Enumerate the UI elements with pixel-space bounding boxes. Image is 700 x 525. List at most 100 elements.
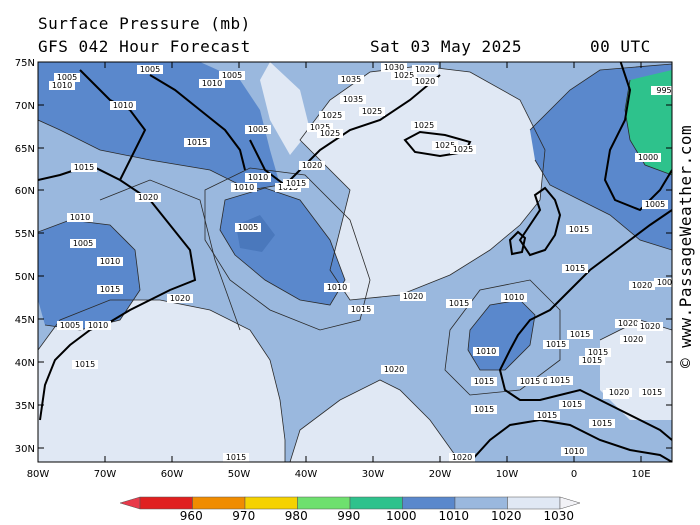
legend-tick-980: 980	[285, 509, 308, 523]
contour-label: 1035	[340, 95, 366, 104]
contour-label: 1015	[543, 340, 569, 349]
svg-text:1020: 1020	[609, 388, 629, 397]
svg-text:1015: 1015	[537, 411, 557, 420]
svg-text:1015: 1015	[550, 376, 570, 385]
contour-label: 1015	[223, 453, 249, 462]
contour-label: 1025	[411, 121, 437, 130]
legend-arrow-high	[559, 496, 581, 510]
lon-label-40W: 40W	[295, 469, 318, 480]
contour-label: 1010	[501, 293, 527, 302]
svg-text:1020: 1020	[623, 335, 643, 344]
lon-label-0: 0	[571, 469, 577, 480]
contour-label: 1010	[473, 347, 499, 356]
svg-text:1015: 1015	[592, 419, 612, 428]
contour-label: 1015	[517, 377, 543, 386]
field-low-1010-baffin	[38, 62, 280, 190]
contour-label: 1005	[245, 125, 271, 134]
contour-label: 1015	[471, 405, 497, 414]
forecast-hour: GFS 042 Hour Forecast	[38, 37, 251, 56]
contour-label: 1005	[70, 239, 96, 248]
svg-text:1025: 1025	[362, 107, 382, 116]
contour-label: 1015	[559, 400, 585, 409]
lat-label-60N: 60N	[15, 186, 35, 197]
contour-label: 1025	[319, 111, 345, 120]
lon-label-80W: 80W	[27, 469, 50, 480]
svg-text:1020: 1020	[138, 193, 158, 202]
svg-text:1005: 1005	[57, 73, 77, 82]
contour-label: 1015	[348, 305, 374, 314]
contour-label: 1015	[471, 377, 497, 386]
contour-label: 1025	[317, 129, 343, 138]
legend-tick-1000: 1000	[386, 509, 417, 523]
svg-text:1005: 1005	[73, 239, 93, 248]
contour-labels: 1005100510101005101010101005101510151025…	[49, 63, 672, 462]
contour-label: 1020	[135, 193, 161, 202]
svg-text:1010: 1010	[564, 447, 584, 456]
contour-label: 1025	[307, 123, 333, 132]
lon-label-60W: 60W	[161, 469, 184, 480]
contour-label: 1015	[547, 376, 573, 385]
svg-text:1015: 1015	[449, 299, 469, 308]
svg-text:1020: 1020	[403, 292, 423, 301]
contour-label: 1020	[620, 335, 646, 344]
valid-time: 00 UTC	[590, 37, 651, 56]
field-low-1000-scandinavia	[625, 70, 672, 175]
contour-label: 1015	[283, 179, 309, 188]
svg-text:1015: 1015	[562, 400, 582, 409]
legend-swatch	[507, 496, 561, 510]
contour-label: 1020	[449, 453, 475, 462]
svg-text:1025: 1025	[310, 123, 330, 132]
svg-text:1010: 1010	[234, 183, 254, 192]
map-title: Surface Pressure (mb)	[38, 14, 251, 33]
contour-label: 1020	[637, 322, 663, 331]
field-low-1010-atlantic	[220, 188, 345, 305]
contour-label: 1030	[381, 63, 407, 72]
legend-swatch	[297, 496, 351, 510]
coast-baffin	[149, 74, 246, 171]
isobars	[38, 63, 672, 462]
contour-label: 1020	[167, 294, 193, 303]
lon-label-50W: 50W	[228, 469, 251, 480]
svg-text:1010: 1010	[52, 81, 72, 90]
contour-label: 1015	[639, 388, 665, 397]
svg-text:1015: 1015	[187, 138, 207, 147]
contour-label: 1005	[654, 278, 672, 287]
contour-label: 1020	[615, 319, 641, 328]
svg-text:1015: 1015	[74, 163, 94, 172]
contour-label: 1025	[359, 107, 385, 116]
legend-swatch	[244, 496, 298, 510]
svg-text:1010: 1010	[327, 283, 347, 292]
contour-label: 1005	[219, 71, 245, 80]
legend-swatch	[139, 496, 193, 510]
lat-label-35N: 35N	[15, 401, 35, 412]
legend-tick-990: 990	[337, 509, 360, 523]
lon-label-10E: 10E	[631, 469, 650, 480]
legend-swatch	[454, 496, 508, 510]
legend-tick-1020: 1020	[491, 509, 522, 523]
legend-tick-970: 970	[232, 509, 255, 523]
svg-text:1035: 1035	[341, 75, 361, 84]
field-high-1020-south	[38, 300, 285, 462]
svg-text:1020: 1020	[415, 65, 435, 74]
lat-label-40N: 40N	[15, 358, 35, 369]
svg-text:1015: 1015	[351, 305, 371, 314]
contour-label: 1025	[450, 145, 476, 154]
lon-label-10W: 10W	[496, 469, 519, 480]
map-frame	[37, 61, 673, 463]
svg-text:1010: 1010	[248, 173, 268, 182]
svg-text:1015: 1015	[588, 348, 608, 357]
longitude-labels: 80W 70W 60W 50W 40W 30W 20W 10W 0 10E	[27, 469, 651, 480]
legend-swatch	[349, 496, 403, 510]
contour-label: 1015	[72, 360, 98, 369]
contour-label: 1005	[137, 65, 163, 74]
svg-text:1000: 1000	[638, 153, 658, 162]
svg-text:1005: 1005	[645, 200, 665, 209]
field-high-1020-greenland	[260, 62, 310, 155]
contour-label: 1005	[54, 73, 80, 82]
svg-text:1020: 1020	[384, 365, 404, 374]
svg-text:1005: 1005	[238, 223, 258, 232]
svg-text:1015: 1015	[75, 360, 95, 369]
svg-text:1010: 1010	[504, 293, 524, 302]
field-high-1020-central	[290, 380, 460, 462]
contour-label: 1010	[324, 283, 350, 292]
